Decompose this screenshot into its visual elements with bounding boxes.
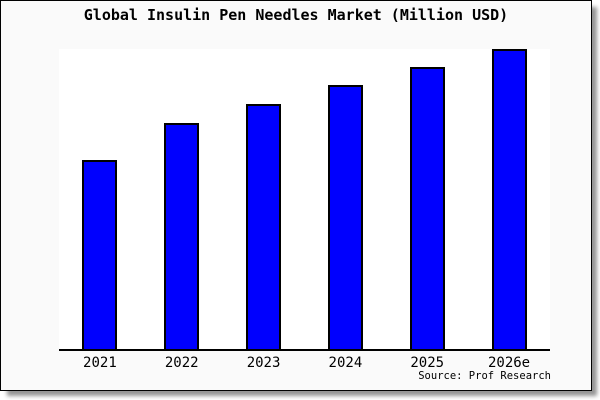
bar-slot (304, 49, 386, 349)
plot-area (59, 49, 550, 351)
bar-slot (386, 49, 468, 349)
x-tick-label-2025: 2025 (410, 355, 445, 371)
source-credit: Source: Prof Research (418, 370, 551, 382)
bar-slot (223, 49, 305, 349)
x-tick-label-2022: 2022 (164, 355, 199, 371)
bar-2022 (164, 123, 200, 349)
bar-2021 (82, 160, 118, 349)
bars-container (59, 49, 550, 349)
bar-slot (141, 49, 223, 349)
x-tick-label-2026e: 2026e (487, 355, 531, 371)
bar-slot (59, 49, 141, 349)
bar-slot (468, 49, 550, 349)
x-tick-label-2023: 2023 (246, 355, 281, 371)
bar-2023 (246, 104, 282, 349)
chart-card: Global Insulin Pen Needles Market (Milli… (0, 0, 592, 391)
bar-2025 (409, 67, 445, 349)
bar-2024 (327, 85, 363, 349)
chart-title: Global Insulin Pen Needles Market (Milli… (83, 6, 509, 24)
x-axis-labels: 2021 2022 2023 2024 2025 2026e (59, 355, 550, 371)
x-tick-label-2024: 2024 (328, 355, 363, 371)
bar-2026e (491, 49, 527, 349)
x-tick-label-2021: 2021 (83, 355, 117, 371)
